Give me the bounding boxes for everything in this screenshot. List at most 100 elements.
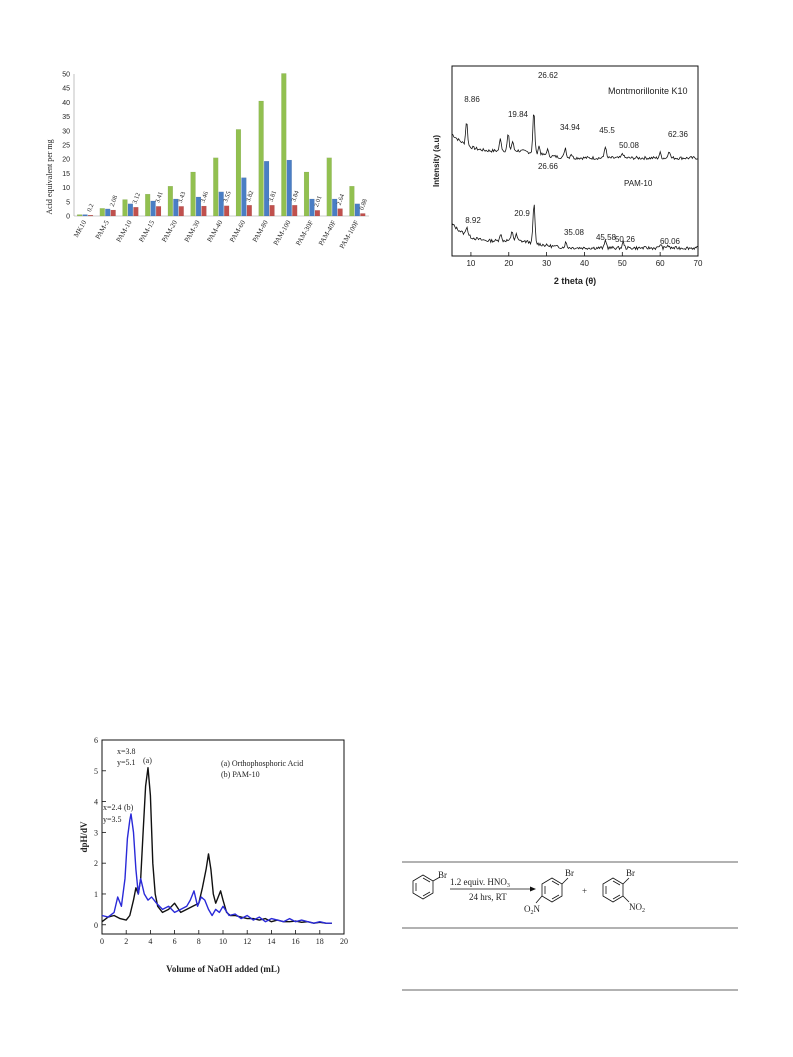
bar-category-label: PAM-40F [317, 219, 338, 247]
titration-x-tick-label: 12 [243, 937, 251, 946]
bromobenzene-structure [412, 874, 441, 900]
reagent-subscript: 3 [507, 883, 510, 889]
bar-category-label: MK10 [72, 219, 88, 239]
xrd-peak-label-k10: 26.62 [538, 71, 559, 80]
bar-PAM-10-s0 [122, 199, 128, 217]
bar-PAM-40-s2 [224, 205, 230, 217]
bar-PAM-80-s0 [258, 100, 264, 217]
xrd-x-tick-label: 30 [542, 259, 551, 268]
xrd-y-axis-label: Intensity (a.u) [432, 135, 441, 187]
reagent-text: 1.2 equiv. HNO [450, 877, 507, 887]
bar-category-label: PAM-40 [206, 219, 225, 244]
bar-y-tick-label: 50 [62, 72, 70, 79]
bar-PAM-60-s1 [241, 177, 247, 217]
bar-category-label: PAM-20 [160, 219, 179, 244]
bar-PAM-40F-s1 [332, 198, 338, 217]
titration-x-tick-label: 18 [316, 937, 324, 946]
bar-PAM-30F-s0 [303, 171, 310, 217]
bar-category-label: PAM-10 [115, 219, 134, 244]
bar-PAM-40F-s2 [337, 208, 343, 217]
bar-PAM-100F-s1 [354, 203, 360, 217]
xrd-x-tick-label: 60 [656, 259, 665, 268]
bar-data-label: 0.88 [358, 198, 368, 211]
bar-data-label: 2.64 [336, 193, 347, 207]
titration-x-axis-label: Volume of NaOH added (mL) [166, 964, 280, 974]
titration-x-tick-label: 2 [124, 937, 128, 946]
titration-y-tick-label: 2 [94, 859, 98, 868]
bar-PAM-15-s2 [155, 206, 162, 217]
xrd-x-tick-label: 10 [466, 259, 475, 268]
titration-line-a [101, 767, 332, 924]
bar-PAM-100-s0 [281, 73, 287, 217]
bar-PAM-40-s1 [218, 191, 224, 217]
titration-line-b [101, 813, 332, 924]
bar-PAM-100F-s0 [349, 186, 355, 217]
bar-y-tick-label: 10 [62, 185, 70, 192]
bar-category-label: PAM-80 [251, 219, 270, 244]
titration-y-tick-label: 4 [94, 798, 98, 807]
bar-MK10-s2 [87, 214, 94, 217]
bar-data-label: 3.55 [222, 190, 232, 203]
bar-data-label: 3.46 [200, 190, 211, 204]
bar-data-label: 3.81 [268, 190, 278, 203]
xrd-peak-label-k10: 34.94 [560, 123, 581, 132]
product1-nitro-label: O2N [524, 904, 541, 916]
bar-data-label: 2.08 [109, 195, 119, 208]
xrd-x-axis-label: 2 theta (θ) [554, 276, 596, 286]
annotation-a-x: x=3.8 [117, 747, 136, 756]
bar-category-label: PAM-100 [272, 219, 293, 247]
bar-PAM-40-s0 [213, 157, 219, 217]
titration-y-tick-label: 3 [94, 828, 98, 837]
titration-x-tick-label: 8 [197, 937, 201, 946]
product2-br-label: Br [626, 868, 635, 878]
titration-x-tick-label: 0 [100, 937, 104, 946]
bar-category-label: PAM-15 [137, 219, 156, 244]
xrd-peak-label-pam10: 8.92 [465, 216, 481, 225]
xrd-peak-label-k10: 45.5 [599, 126, 615, 135]
bar-PAM-20-s0 [167, 186, 173, 217]
titration-x-tick-label: 4 [148, 937, 152, 946]
annotation-a-label: (a) [143, 756, 152, 765]
bar-PAM-10-s2 [133, 207, 139, 217]
titration-x-tick-label: 20 [340, 937, 348, 946]
annotation-a-y: y=5.1 [117, 758, 136, 767]
product1-nitro-sub: 2 [531, 910, 534, 916]
bar-PAM-60-s2 [246, 205, 252, 217]
legend-item-orthophosphoric: (a) Orthophosphoric Acid [221, 759, 303, 768]
bar-data-label: 3.41 [154, 191, 164, 204]
bar-y-tick-label: 20 [62, 157, 70, 164]
product1-br-label: Br [565, 868, 574, 878]
reaction-arrowhead [530, 886, 536, 892]
bar-PAM-100-s1 [286, 159, 292, 217]
xrd-x-tick-label: 20 [504, 259, 513, 268]
titration-x-tick-label: 14 [267, 937, 275, 946]
product2-nitro-label: NO2 [629, 902, 645, 914]
reagent-label: 1.2 equiv. HNO3 [450, 877, 510, 889]
annotation-b-x: x=2.4 [103, 803, 122, 812]
bar-data-label: 2.01 [313, 195, 323, 208]
bar-y-tick-label: 15 [62, 171, 70, 178]
bar-PAM-20-s2 [178, 206, 184, 217]
titration-x-tick-label: 6 [173, 937, 177, 946]
xrd-peak-label-pam10: 45.58 [596, 233, 617, 242]
bar-y-tick-label: 45 [62, 86, 70, 93]
bar-PAM-15-s1 [150, 200, 156, 217]
xrd-x-tick-label: 70 [694, 259, 703, 268]
xrd-line-pam10 [451, 204, 699, 251]
annotation-b-label: (b) [124, 803, 134, 812]
bar-PAM-100-s2 [292, 205, 298, 217]
xrd-peak-label-pam10: 20.9 [514, 209, 530, 218]
xrd-series-label-pam10: PAM-10 [624, 179, 653, 188]
product2-nitro-no: NO [629, 902, 642, 912]
titration-y-axis-label: dpH/dV [79, 821, 89, 853]
ortho-bromonitrobenzene-structure [602, 877, 630, 903]
bar-PAM-30-s1 [195, 196, 202, 217]
bar-MK10-s0 [77, 214, 83, 217]
titration-x-tick-label: 16 [292, 937, 300, 946]
bar-PAM-80-s1 [264, 161, 270, 217]
bar-y-tick-label: 35 [62, 114, 70, 121]
bar-PAM-30F-s1 [309, 198, 315, 217]
bar-PAM-40F-s0 [326, 157, 332, 217]
